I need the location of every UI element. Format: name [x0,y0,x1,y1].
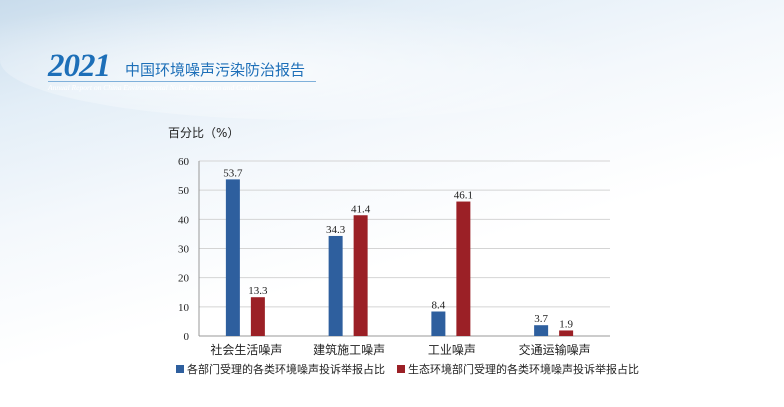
bar [431,311,446,336]
data-label: 41.4 [351,203,371,215]
legend-swatch [176,365,184,373]
title-divider [48,81,316,82]
data-label: 1.9 [559,318,573,330]
data-label: 46.1 [454,190,473,202]
background-swoosh [0,0,620,120]
data-label: 3.7 [534,313,548,325]
report-subtitle: Annual Report on China Environmental Noi… [48,83,260,92]
bar [534,325,549,336]
bar [456,201,471,336]
bar [353,215,368,336]
y-tick-label: 10 [178,302,190,314]
x-tick-label: 建筑施工噪声 [313,342,385,357]
x-tick-label: 工业噪声 [428,343,476,357]
y-tick-label: 20 [178,273,190,285]
y-tick-label: 60 [178,156,190,168]
y-tick-label: 40 [178,214,190,226]
x-tick-label: 交通运输噪声 [519,342,591,357]
y-axis-label: 百分比（%） [168,126,239,140]
y-tick-label: 50 [178,185,190,197]
y-tick-label: 0 [184,331,190,343]
data-label: 53.7 [223,167,243,179]
data-label: 34.3 [326,224,346,236]
bar [250,297,265,336]
legend-swatch [397,365,405,373]
bar [559,330,574,336]
bar [328,235,343,336]
data-label: 8.4 [432,300,446,312]
x-tick-label: 社会生活噪声 [210,342,282,357]
y-tick-label: 30 [178,244,190,256]
report-title: 中国环境噪声污染防治报告 [125,61,306,79]
legend-label: 各部门受理的各类环境噪声投诉举报占比 [187,362,385,376]
legend-label: 生态环境部门受理的各类环境噪声投诉举报占比 [408,362,639,376]
report-year: 2021 [48,48,111,84]
data-label: 13.3 [248,285,268,297]
bar [225,179,240,336]
